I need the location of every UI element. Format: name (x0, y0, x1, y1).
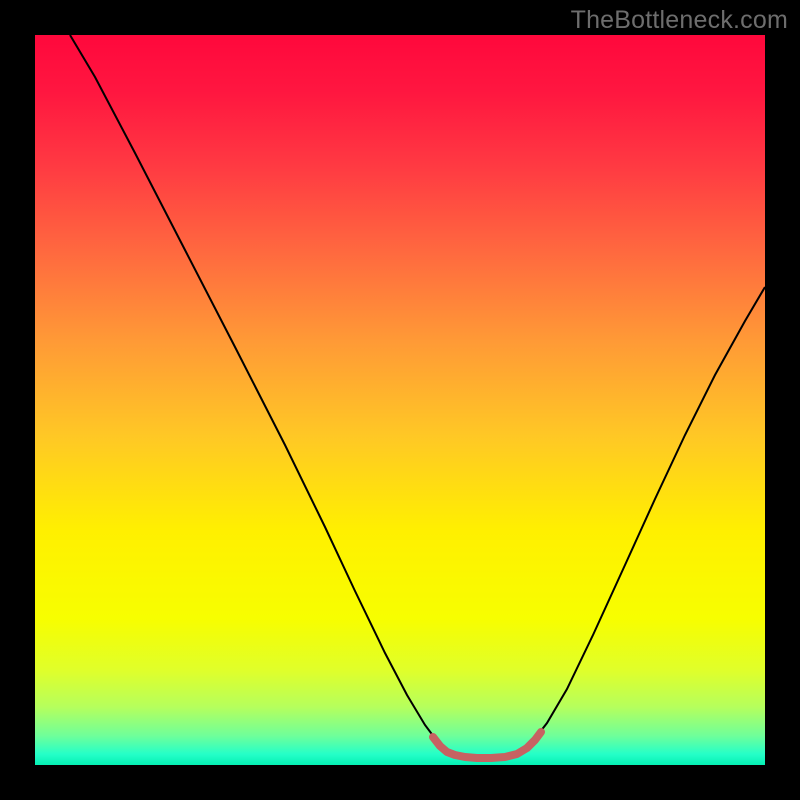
watermark-text: TheBottleneck.com (571, 6, 788, 35)
chart-frame: TheBottleneck.com (0, 0, 800, 800)
bottleneck-curve (70, 35, 765, 757)
curve-layer (35, 35, 765, 765)
plot-area (35, 35, 765, 765)
optimal-range-marker (433, 732, 541, 758)
